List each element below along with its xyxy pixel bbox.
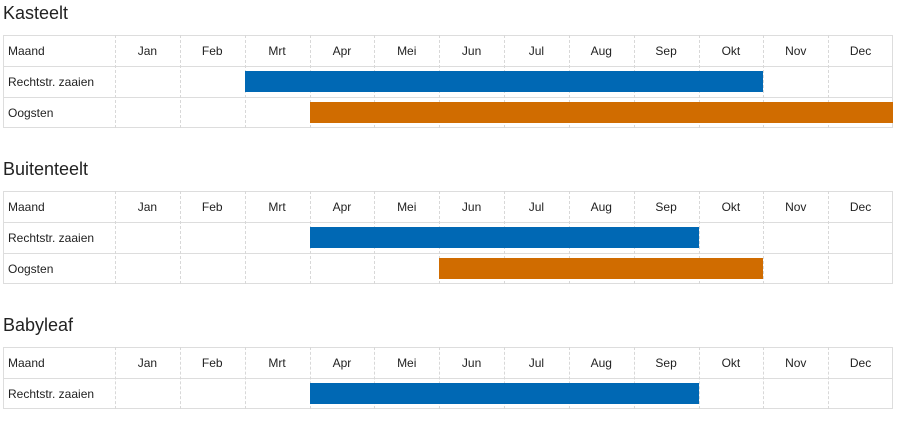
row-label: Rechtstr. zaaien	[8, 74, 95, 89]
section-title: Buitenteelt	[3, 159, 89, 179]
month-label: Jun	[461, 43, 482, 58]
month-label: Aug	[590, 199, 612, 214]
column-line	[115, 191, 116, 284]
column-line	[828, 191, 830, 284]
column-line	[244, 347, 246, 409]
month-label: Apr	[332, 355, 352, 370]
row-label: Rechtstr. zaaien	[8, 386, 95, 401]
month-label: Apr	[332, 199, 352, 214]
column-line	[568, 347, 570, 409]
month-label: Mrt	[268, 43, 286, 58]
row-line	[3, 66, 893, 67]
column-line	[179, 35, 181, 128]
column-line	[115, 347, 116, 409]
month-label: Okt	[721, 199, 741, 214]
row-line	[3, 253, 893, 254]
row-line	[3, 222, 893, 223]
period-bar	[309, 102, 893, 123]
month-label: Apr	[332, 43, 352, 58]
header-label: Maand	[8, 355, 45, 370]
month-label: Jan	[137, 199, 158, 214]
month-label: Jul	[528, 199, 545, 214]
column-line	[309, 347, 311, 409]
row-line	[3, 378, 893, 379]
column-line	[504, 347, 505, 409]
month-label: Jun	[461, 355, 482, 370]
column-line	[115, 35, 116, 128]
month-label: Jul	[528, 43, 545, 58]
period-bar	[309, 227, 699, 248]
column-line	[374, 347, 376, 409]
month-label: Mei	[397, 43, 417, 58]
header-label: Maand	[8, 199, 45, 214]
month-label: Nov	[785, 199, 807, 214]
table	[3, 35, 893, 128]
column-line	[698, 191, 700, 284]
month-label: Jan	[137, 43, 158, 58]
row-label: Rechtstr. zaaien	[8, 230, 95, 245]
month-label: Sep	[655, 199, 677, 214]
row-line	[3, 97, 893, 98]
column-line	[698, 347, 700, 409]
column-line	[633, 347, 635, 409]
section-title: Kasteelt	[3, 3, 69, 23]
month-label: Jul	[528, 355, 545, 370]
column-line	[763, 191, 765, 284]
row-label: Oogsten	[8, 261, 54, 276]
period-bar	[309, 383, 699, 404]
column-line	[179, 191, 181, 284]
column-line	[763, 35, 765, 128]
month-label: Okt	[721, 43, 741, 58]
month-label: Mei	[397, 355, 417, 370]
month-label: Dec	[849, 43, 872, 58]
column-line	[179, 347, 181, 409]
section-title: Babyleaf	[3, 315, 74, 335]
period-bar	[439, 258, 764, 279]
row-label: Oogsten	[8, 105, 54, 120]
month-label: Nov	[785, 43, 807, 58]
month-label: Feb	[201, 355, 223, 370]
month-label: Okt	[721, 355, 741, 370]
header-label: Maand	[8, 43, 45, 58]
month-label: Mrt	[268, 199, 286, 214]
column-line	[439, 347, 441, 409]
month-label: Nov	[785, 355, 807, 370]
table	[3, 191, 893, 284]
month-label: Jan	[137, 355, 158, 370]
month-label: Mrt	[268, 355, 286, 370]
month-label: Sep	[655, 355, 677, 370]
column-line	[244, 191, 246, 284]
month-label: Aug	[590, 355, 612, 370]
column-line	[763, 347, 765, 409]
column-line	[828, 35, 830, 128]
month-label: Dec	[849, 355, 872, 370]
month-label: Dec	[849, 199, 872, 214]
period-bar	[244, 71, 764, 92]
month-label: Aug	[590, 43, 612, 58]
column-line	[828, 347, 830, 409]
month-label: Feb	[201, 199, 223, 214]
month-label: Mei	[397, 199, 417, 214]
month-label: Jun	[461, 199, 482, 214]
month-label: Feb	[201, 43, 223, 58]
month-label: Sep	[655, 43, 677, 58]
